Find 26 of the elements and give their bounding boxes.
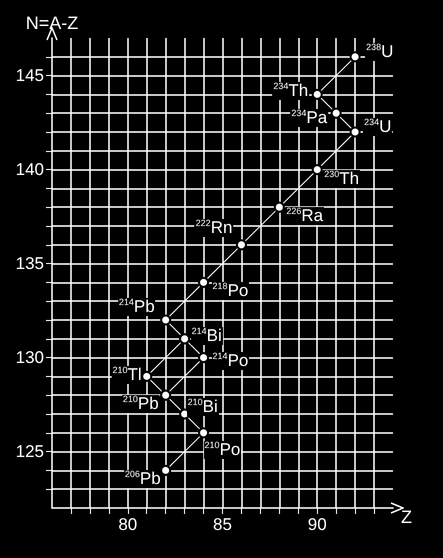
y-tick-label: 130	[16, 348, 44, 368]
annotation: $^{234}$Th	[272, 81, 310, 100]
y-tick-label: 145	[16, 66, 44, 86]
annotation: $^{218}$Po	[212, 281, 250, 300]
annotation: $^{214}$Pb	[118, 297, 156, 316]
annotation: $^{234}$Pa	[290, 108, 328, 128]
annotation: $^{238}$U	[365, 42, 394, 61]
x-axis-title: Z	[401, 507, 412, 527]
annotation: $^{210}$Tl	[112, 365, 143, 384]
annotation: $^{234}$U	[363, 117, 392, 136]
x-tick-label: 90	[308, 515, 327, 534]
annotation: $^{210}$Pb	[122, 394, 160, 414]
y-tick-label: 125	[16, 442, 44, 462]
annotation: $^{206}$Pb	[124, 469, 162, 488]
annotation: $^{214}$Po	[212, 350, 250, 370]
annotation: $^{230}$Th	[323, 168, 360, 188]
annotation: $^{226}$Ra	[285, 206, 324, 226]
annotation: $^{210}$Po	[204, 440, 242, 459]
annotation: $^{222}$Rn	[194, 218, 234, 237]
x-tick-label: 85	[213, 515, 232, 534]
x-tick-label: 80	[118, 515, 138, 534]
annotation: $^{214}$Bi	[190, 326, 223, 345]
y-axis-title: N=A-Z	[26, 13, 78, 33]
y-tick-label: 140	[16, 160, 44, 180]
annotation: $^{210}$Bi	[186, 397, 219, 416]
y-tick-label: 135	[16, 254, 44, 274]
